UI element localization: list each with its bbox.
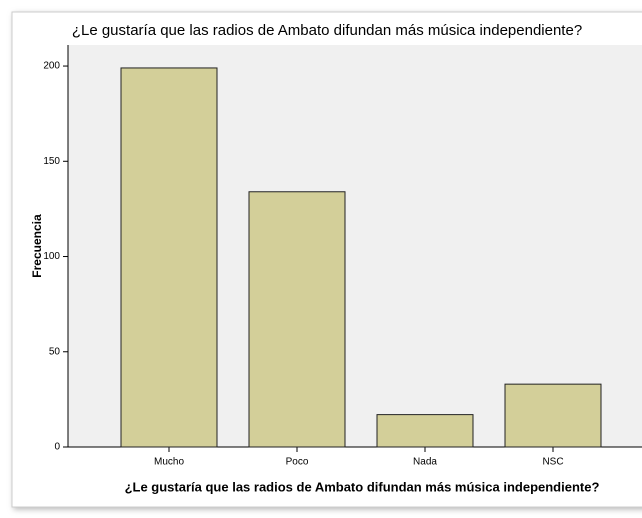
- x-tick-label: NSC: [542, 457, 563, 468]
- bar: [120, 67, 218, 448]
- y-tick-label: 150: [43, 156, 60, 167]
- y-axis-label: Frecuencia: [30, 214, 44, 278]
- y-tick-label: 100: [43, 251, 60, 262]
- x-tick-label: Poco: [286, 457, 309, 468]
- y-tick-label: 0: [54, 442, 60, 453]
- x-tick-label: Mucho: [154, 457, 184, 468]
- bar: [248, 191, 346, 448]
- x-tick-label: Nada: [413, 457, 437, 468]
- x-axis-label: ¿Le gustaría que las radios de Ambato di…: [125, 479, 600, 494]
- y-tick-label: 50: [49, 346, 61, 357]
- bar: [504, 383, 602, 448]
- y-tick-label: 200: [43, 61, 60, 72]
- chart-title: ¿Le gustaría que las radios de Ambato di…: [72, 22, 582, 39]
- bar: [376, 414, 474, 448]
